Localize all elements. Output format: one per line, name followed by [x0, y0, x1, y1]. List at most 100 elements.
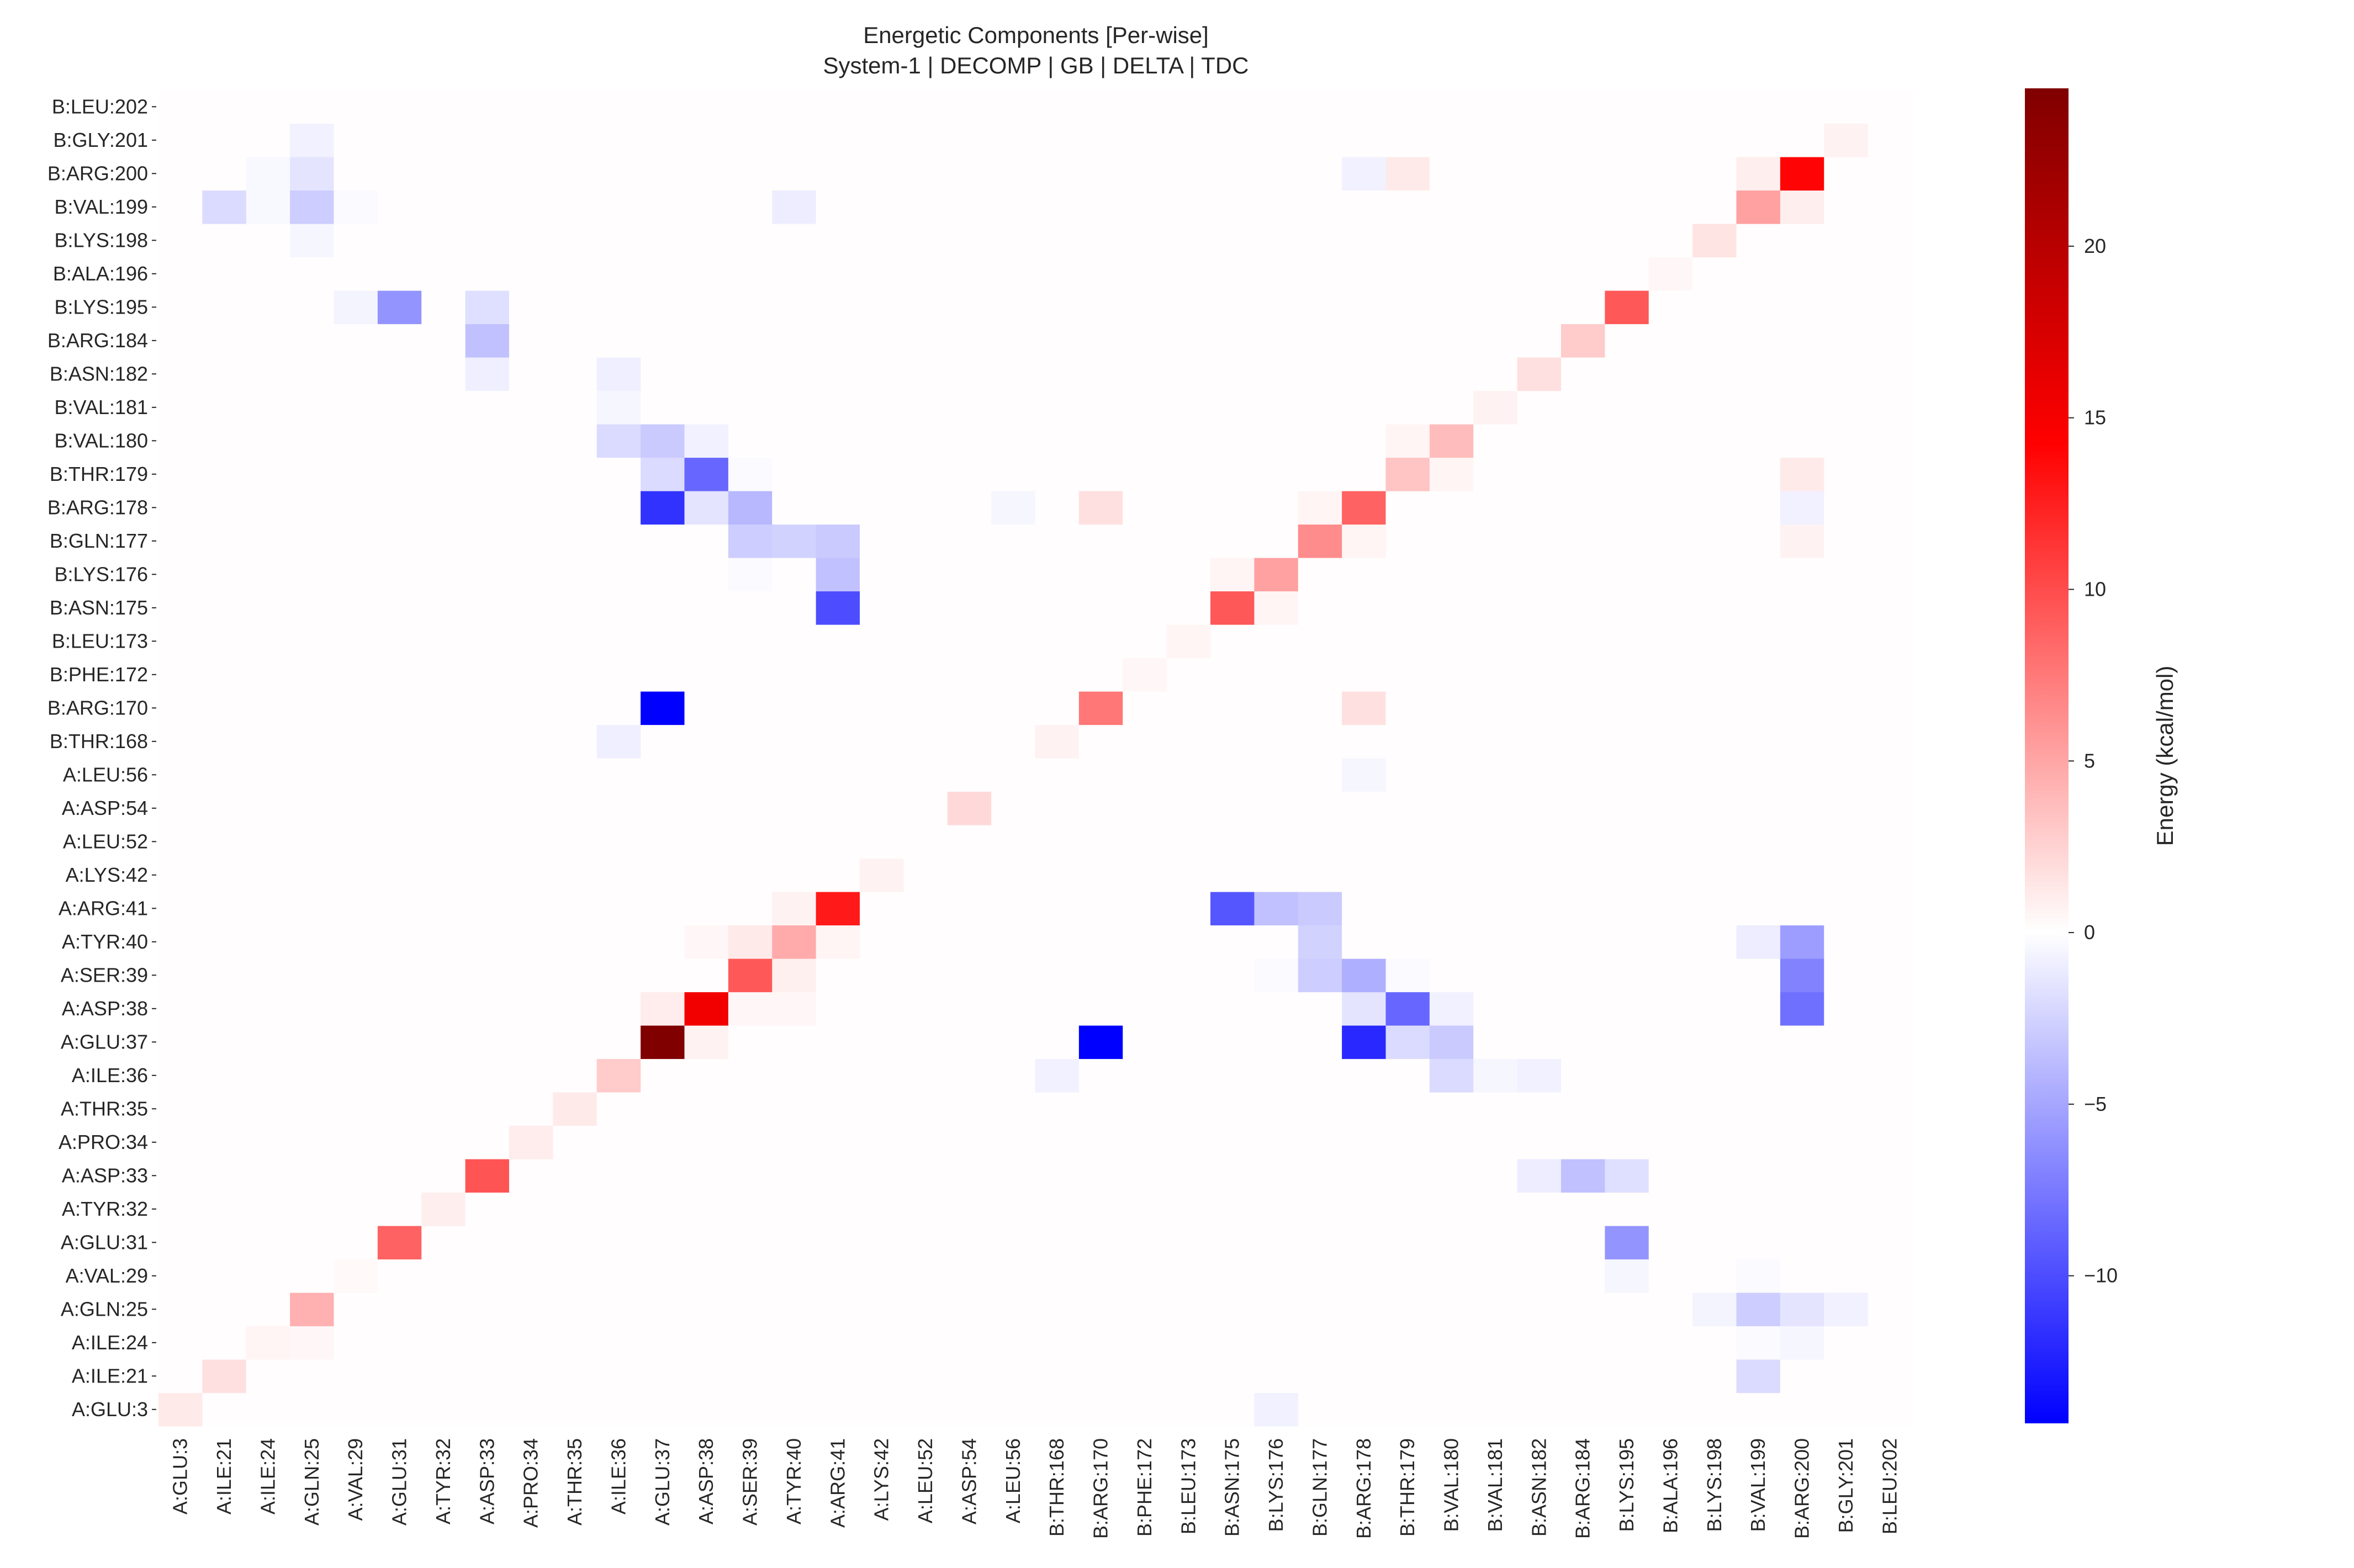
heatmap-cell: [1385, 892, 1430, 926]
heatmap-cell: [596, 324, 641, 358]
heatmap-cell: [509, 558, 553, 592]
heatmap-cell: [684, 1292, 729, 1327]
heatmap-cell: [1385, 90, 1430, 124]
heatmap-cell: [991, 491, 1036, 525]
heatmap-cell: [1210, 858, 1255, 892]
heatmap-cell: [1429, 90, 1474, 124]
heatmap-cell: [1123, 1159, 1167, 1193]
heatmap-cell: [1517, 491, 1562, 525]
heatmap-cell: [1385, 457, 1430, 491]
heatmap-cell: [728, 1192, 773, 1226]
heatmap-cell: [1824, 324, 1869, 358]
heatmap-cell: [1780, 591, 1824, 625]
heatmap-cell: [1473, 624, 1518, 659]
heatmap-cell: [1123, 1359, 1167, 1394]
heatmap-cell: [1210, 123, 1255, 157]
y-tick-label: B:GLN:177: [50, 529, 148, 552]
heatmap-cell: [1736, 558, 1781, 592]
heatmap-cell: [1692, 892, 1737, 926]
heatmap-cell: [509, 1326, 553, 1360]
heatmap-cell: [1298, 524, 1342, 558]
heatmap-cell: [991, 1192, 1036, 1226]
heatmap-cell: [684, 691, 729, 725]
heatmap-cell: [1517, 524, 1562, 558]
x-tick-label: A:LYS:42: [870, 1438, 893, 1521]
heatmap-cell: [772, 390, 817, 425]
heatmap-cell: [1692, 524, 1737, 558]
heatmap-cell: [1736, 157, 1781, 191]
heatmap-cell: [1035, 892, 1080, 926]
heatmap-cell: [772, 524, 817, 558]
x-tick-label: B:ASN:182: [1527, 1438, 1550, 1537]
heatmap-cell: [1298, 491, 1342, 525]
heatmap-cells: [158, 90, 1912, 1427]
y-tick-label: A:THR:35: [61, 1097, 148, 1120]
heatmap-cell: [1824, 624, 1869, 659]
heatmap-cell: [1078, 1359, 1123, 1394]
heatmap-cell: [1123, 1025, 1167, 1060]
heatmap-cell: [641, 424, 685, 458]
heatmap-cell: [1868, 591, 1912, 625]
heatmap-cell: [991, 791, 1036, 825]
heatmap-cell: [1824, 1226, 1869, 1260]
heatmap-cell: [1123, 791, 1167, 825]
heatmap-cell: [1342, 1392, 1387, 1427]
heatmap-cell: [1035, 424, 1080, 458]
heatmap-cell: [684, 758, 729, 792]
heatmap-cell: [1298, 390, 1342, 425]
heatmap-cell: [465, 524, 510, 558]
heatmap-cell: [947, 1058, 992, 1093]
heatmap-cell: [553, 224, 597, 258]
heatmap-cell: [1429, 257, 1474, 291]
heatmap-cell: [1780, 724, 1824, 759]
heatmap-cell: [728, 858, 773, 892]
heatmap-cell: [991, 1125, 1036, 1159]
heatmap-cell: [903, 190, 948, 224]
heatmap-cell: [377, 1159, 422, 1193]
heatmap-cell: [1648, 992, 1693, 1026]
x-tick-label: A:LEU:56: [1002, 1438, 1024, 1523]
heatmap-cell: [903, 357, 948, 391]
heatmap-cell: [1210, 624, 1255, 659]
heatmap-cell: [421, 825, 466, 859]
heatmap-cell: [1648, 658, 1693, 692]
heatmap-cell: [1210, 724, 1255, 759]
heatmap-cell: [1078, 791, 1123, 825]
heatmap-cell: [1692, 958, 1737, 993]
x-tick-label: A:VAL:29: [344, 1438, 367, 1521]
heatmap-cell: [728, 157, 773, 191]
heatmap-cell: [641, 1025, 685, 1060]
heatmap-cell: [1298, 157, 1342, 191]
heatmap-cell: [509, 1359, 553, 1394]
heatmap-cell: [465, 858, 510, 892]
heatmap-cell: [1123, 90, 1167, 124]
heatmap-cell: [1868, 290, 1912, 325]
heatmap-cell: [1210, 1259, 1255, 1293]
heatmap-cell: [158, 157, 203, 191]
x-tick-label: A:THR:35: [563, 1438, 586, 1525]
heatmap-cell: [1561, 691, 1605, 725]
heatmap-cell: [903, 157, 948, 191]
heatmap-cell: [1692, 424, 1737, 458]
heatmap-cell: [1210, 157, 1255, 191]
heatmap-cell: [1078, 892, 1123, 926]
heatmap-cell: [246, 1226, 290, 1260]
heatmap-cell: [816, 1226, 860, 1260]
heatmap-cell: [1210, 892, 1255, 926]
heatmap-cell: [509, 724, 553, 759]
heatmap-cell: [246, 424, 290, 458]
heatmap-cell: [1824, 1259, 1869, 1293]
heatmap-cell: [1298, 758, 1342, 792]
heatmap-cell: [947, 1092, 992, 1126]
x-tick-label: B:LYS:176: [1265, 1438, 1287, 1532]
heatmap-cell: [1035, 791, 1080, 825]
heatmap-cell: [947, 190, 992, 224]
heatmap-cell: [421, 992, 466, 1026]
heatmap-cell: [903, 925, 948, 959]
heatmap-cell: [158, 357, 203, 391]
heatmap-cell: [334, 1259, 378, 1293]
heatmap-cell: [1123, 691, 1167, 725]
heatmap-cell: [1605, 390, 1649, 425]
heatmap-cell: [377, 992, 422, 1026]
heatmap-cell: [1561, 992, 1605, 1026]
